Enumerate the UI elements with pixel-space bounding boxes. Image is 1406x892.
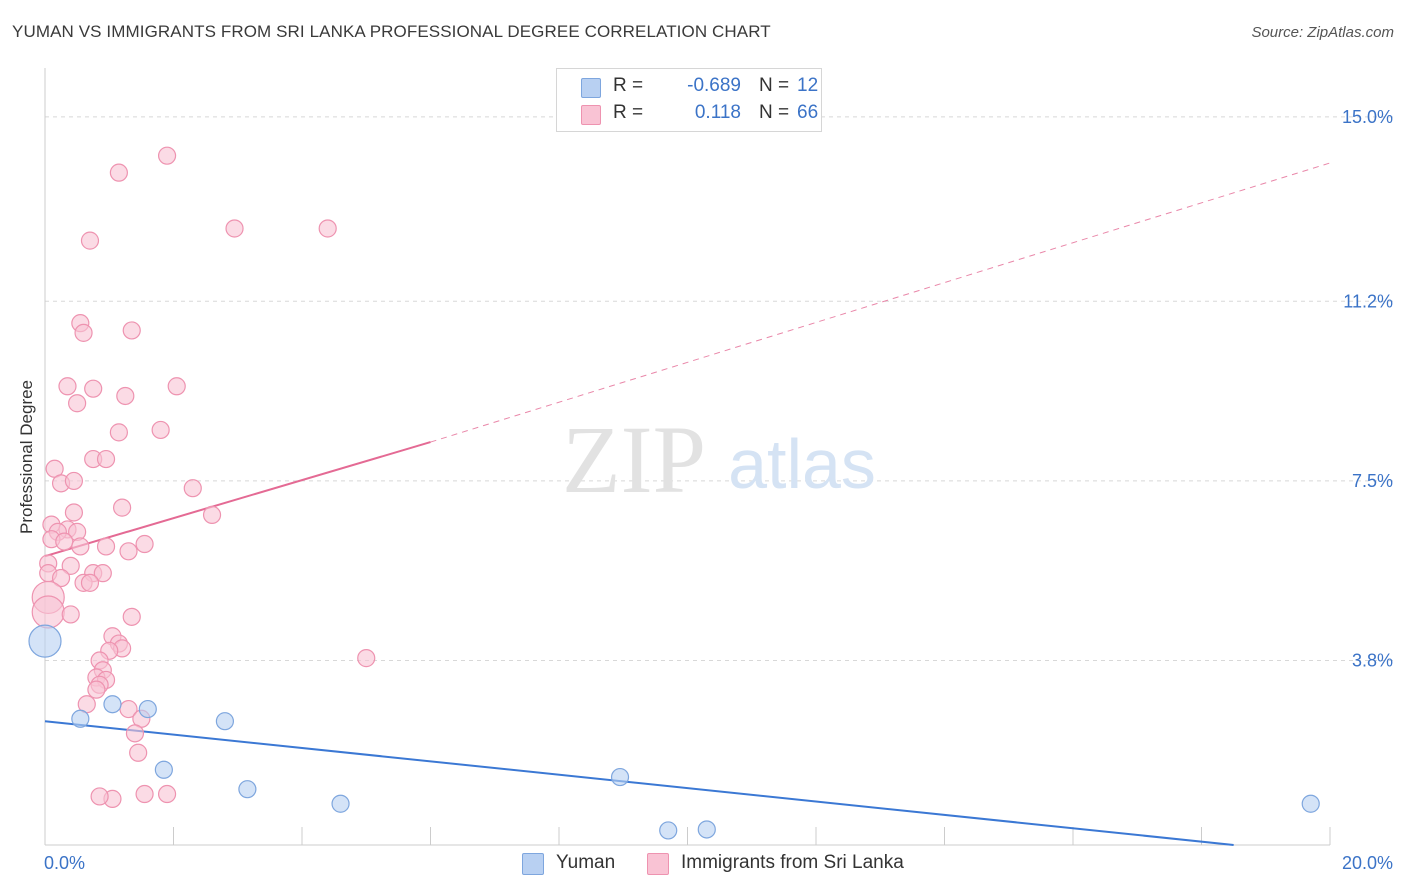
srilanka-point [87, 680, 106, 699]
legend-n-label: N = [759, 75, 790, 96]
yuman-legend-swatch [522, 853, 544, 875]
yuman-legend-label: Yuman [556, 852, 616, 873]
yuman-point [103, 695, 122, 714]
srilanka-point [51, 568, 71, 588]
tick-label-layer: 3.8% 7.5% 11.2% 15.0% 0.0% 20.0% [44, 107, 1393, 873]
srilanka-point [112, 498, 132, 517]
yuman-point [215, 712, 234, 731]
srilanka-point [96, 449, 116, 469]
watermark: ZIP atlas [562, 406, 876, 513]
srilanka-point [129, 743, 148, 762]
yuman-point [138, 699, 157, 719]
y-tick-label: 3.8% [1352, 651, 1393, 671]
srilanka-point [167, 377, 186, 396]
legend-r-value: 0.118 [694, 102, 741, 123]
x-tick-label: 20.0% [1342, 853, 1393, 873]
srilanka-point [58, 377, 77, 396]
srilanka-legend-label: Immigrants from Sri Lanka [681, 852, 904, 873]
srilanka-point [90, 787, 109, 806]
srilanka-point [55, 532, 74, 551]
srilanka-point [64, 471, 84, 491]
legend-r-value: -0.689 [687, 75, 741, 96]
srilanka-point [135, 534, 154, 554]
legend-n-label: N = [759, 102, 790, 123]
srilanka-point [116, 386, 135, 406]
yuman-point [1301, 794, 1320, 813]
axis-layer [44, 68, 1331, 846]
points-layer [28, 146, 1320, 840]
srilanka-point [84, 379, 103, 398]
srilanka-swatch [581, 105, 601, 125]
srilanka-point [31, 595, 65, 629]
grid-layer [45, 116, 1395, 662]
watermark-zip: ZIP [562, 406, 706, 513]
yuman-point [659, 821, 678, 840]
srilanka-point [61, 556, 80, 575]
yuman-point [28, 624, 62, 658]
x-tick-label: 0.0% [44, 853, 85, 873]
srilanka-point [125, 724, 145, 743]
yuman-point [610, 767, 630, 787]
yuman-point [331, 794, 350, 813]
srilanka-point [93, 564, 112, 583]
srilanka-point [71, 537, 90, 556]
srilanka-point [96, 537, 116, 556]
srilanka-point [80, 231, 100, 250]
srilanka-point [109, 163, 128, 182]
yuman-point [697, 820, 716, 839]
srilanka-point [80, 573, 100, 592]
srilanka-point [157, 784, 177, 804]
chart-title: YUMAN VS IMMIGRANTS FROM SRI LANKA PROFE… [12, 22, 771, 41]
source-label: Source: ZipAtlas.com [1251, 24, 1394, 41]
srilanka-point [151, 420, 170, 440]
legend: R = -0.689 N = 12 R = 0.118 N = 66 [556, 68, 822, 132]
srilanka-point [135, 784, 154, 804]
srilanka-point [109, 423, 128, 442]
srilanka-point [157, 146, 177, 165]
y-tick-label: 11.2% [1343, 291, 1393, 311]
srilanka-point [119, 542, 138, 561]
srilanka-point [68, 394, 87, 413]
legend-n-value: 12 [797, 75, 819, 96]
trend-layer [44, 162, 1331, 846]
srilanka-legend-swatch [647, 853, 669, 875]
srilanka-point [61, 605, 80, 624]
yuman-swatch [581, 78, 601, 98]
srilanka-point [122, 607, 141, 626]
srilanka-point [357, 649, 376, 668]
yuman-point [238, 780, 257, 799]
legend-n-value: 66 [797, 102, 819, 123]
yuman-point [154, 760, 173, 779]
y-tick-label: 15.0% [1342, 107, 1393, 127]
srilanka-point [122, 321, 141, 340]
legend-r-label: R = [613, 102, 644, 123]
srilanka-trend-line [44, 441, 431, 558]
srilanka-point [74, 323, 93, 342]
watermark-atlas: atlas [728, 425, 876, 503]
srilanka-point [318, 219, 337, 238]
legend-r-label: R = [613, 75, 644, 96]
srilanka-point [225, 219, 244, 238]
y-tick-label: 7.5% [1352, 471, 1393, 491]
yuman-point [71, 709, 90, 728]
srilanka-point [183, 479, 202, 498]
srilanka-point [64, 503, 84, 522]
srilanka-point [202, 505, 222, 524]
srilanka-trend-extension [430, 162, 1331, 443]
yuman-trend-line [44, 720, 1234, 846]
